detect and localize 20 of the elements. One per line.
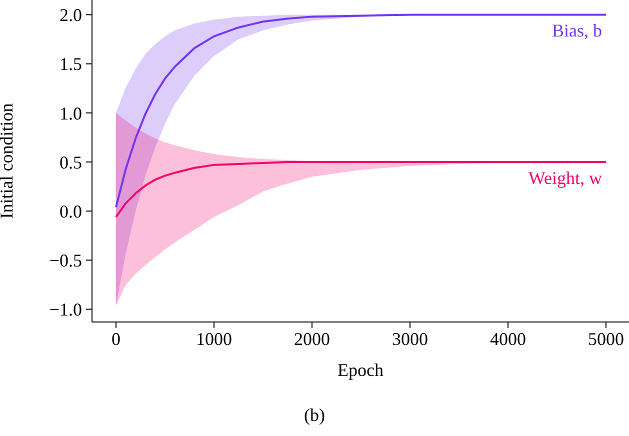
line-series [115,14,607,208]
series-label: Bias, b [552,20,602,41]
y-tick-label: 0.0 [60,201,82,222]
y-tick-label: 2.0 [60,5,82,26]
x-tick-label: 0 [112,328,121,349]
x-tick-label: 4000 [490,328,526,349]
y-tick-label: 1.5 [60,54,82,74]
y-tick-label: 1.0 [60,103,82,124]
x-tick-label: 1000 [196,328,232,349]
x-tick-label: 2000 [294,328,330,349]
line-series [115,160,607,218]
x-tick-label: 5000 [588,328,624,349]
series-label: Weight, w [528,168,602,188]
y-tick-label: −0.5 [49,250,82,271]
x-axis-title: Epoch [338,360,384,380]
x-tick-label: 3000 [392,328,428,349]
text: (b) [303,405,326,426]
y-tick-label: −1.0 [49,300,82,320]
y-axis-title: Initial condition [0,103,16,219]
y-tick-label: 0.5 [60,152,82,172]
